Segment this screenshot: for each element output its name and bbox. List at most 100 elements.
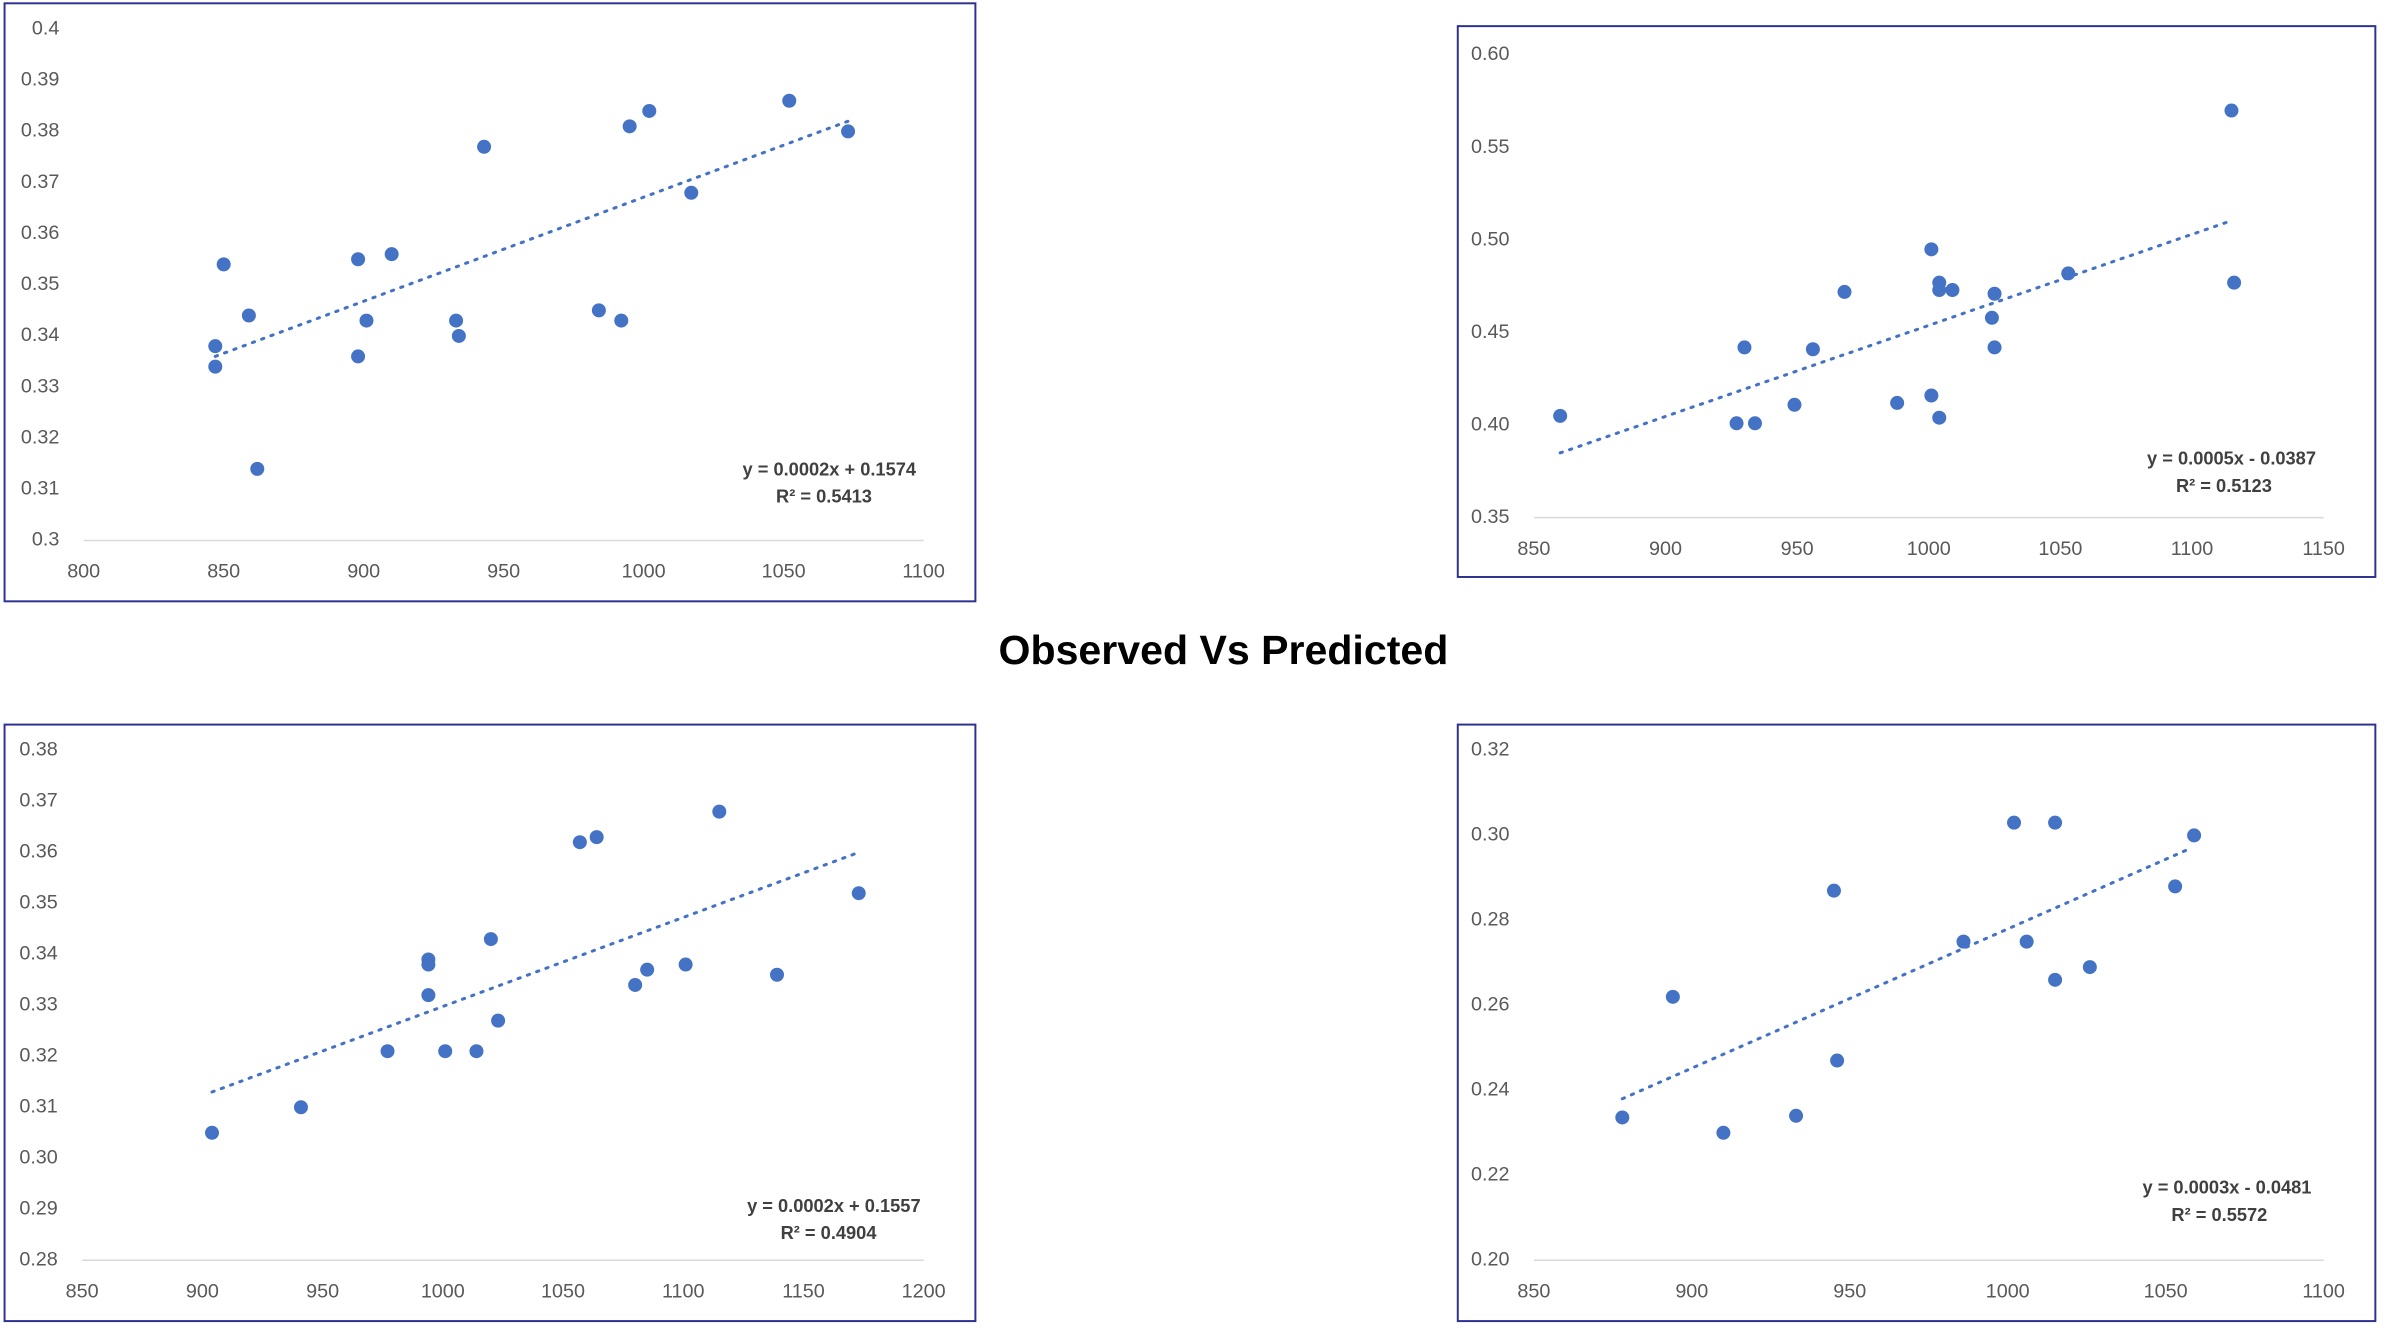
y-tick-label: 0.38 bbox=[19, 739, 57, 761]
x-tick-label: 950 bbox=[306, 1280, 339, 1302]
y-tick-label: 0.39 bbox=[21, 69, 59, 91]
data-point bbox=[1932, 410, 1947, 425]
y-tick-label: 0.26 bbox=[1471, 994, 1509, 1016]
y-tick-label: 0.32 bbox=[19, 1045, 57, 1067]
data-point bbox=[1747, 416, 1762, 431]
data-point bbox=[841, 124, 856, 139]
y-tick-label: 0.40 bbox=[1471, 413, 1509, 435]
x-tick-label: 1050 bbox=[541, 1280, 585, 1302]
y-tick-label: 0.4 bbox=[32, 17, 59, 39]
data-point bbox=[1805, 342, 1820, 357]
y-tick-label: 0.38 bbox=[21, 120, 59, 142]
chart-panel bbox=[1456, 25, 2377, 578]
x-tick-label: 850 bbox=[66, 1280, 99, 1302]
data-point bbox=[1837, 284, 1852, 299]
data-point bbox=[642, 103, 657, 118]
y-tick-label: 0.22 bbox=[1471, 1163, 1509, 1185]
data-point bbox=[614, 313, 629, 328]
data-point bbox=[359, 313, 374, 328]
x-tick-label: 1000 bbox=[1986, 1280, 2030, 1302]
x-tick-label: 1100 bbox=[2302, 1280, 2345, 1302]
y-tick-label: 0.33 bbox=[19, 994, 57, 1016]
data-point bbox=[2227, 275, 2242, 290]
data-point bbox=[421, 957, 436, 972]
data-point bbox=[712, 804, 727, 819]
y-tick-label: 0.30 bbox=[19, 1146, 57, 1168]
trendline bbox=[1558, 220, 2231, 455]
y-tick-label: 0.36 bbox=[19, 841, 57, 863]
data-point bbox=[491, 1013, 506, 1028]
data-point bbox=[469, 1044, 484, 1059]
data-point bbox=[380, 1044, 395, 1059]
data-point bbox=[1830, 1053, 1845, 1068]
data-point bbox=[1789, 1108, 1804, 1123]
data-point bbox=[1987, 286, 2002, 301]
data-point bbox=[1716, 1125, 1731, 1140]
data-point bbox=[351, 349, 366, 364]
data-point bbox=[640, 962, 655, 977]
y-tick-label: 0.36 bbox=[21, 222, 59, 244]
data-point bbox=[1956, 934, 1971, 949]
x-tick-label: 1000 bbox=[421, 1280, 465, 1302]
x-tick-label: 1150 bbox=[782, 1280, 825, 1302]
data-point bbox=[216, 257, 231, 272]
y-tick-label: 0.34 bbox=[19, 943, 57, 965]
x-tick-label: 1000 bbox=[1907, 538, 1951, 560]
trend-equation: R² = 0.5413 bbox=[776, 486, 872, 507]
y-tick-label: 0.50 bbox=[1471, 228, 1509, 250]
data-point bbox=[1932, 283, 1947, 298]
y-tick-label: 0.35 bbox=[21, 273, 59, 295]
trend-equation: y = 0.0005x - 0.0387 bbox=[2147, 448, 2316, 469]
x-tick-label: 1050 bbox=[2144, 1280, 2188, 1302]
data-point bbox=[2048, 815, 2063, 830]
chart-panel bbox=[3, 723, 977, 1323]
y-tick-label: 0.45 bbox=[1471, 321, 1509, 343]
data-point bbox=[2007, 815, 2022, 830]
data-point bbox=[351, 252, 366, 267]
data-point bbox=[250, 461, 265, 476]
data-point bbox=[421, 988, 436, 1003]
x-tick-label: 1100 bbox=[2171, 538, 2214, 560]
trendline bbox=[1620, 846, 2193, 1101]
data-point bbox=[477, 139, 492, 154]
y-tick-label: 0.3 bbox=[32, 529, 59, 551]
trend-equation: R² = 0.5572 bbox=[2171, 1204, 2267, 1225]
x-tick-label: 1050 bbox=[2038, 538, 2082, 560]
y-tick-label: 0.31 bbox=[19, 1096, 57, 1118]
data-point bbox=[451, 328, 466, 343]
data-point bbox=[241, 308, 256, 323]
x-tick-label: 900 bbox=[186, 1280, 219, 1302]
data-point bbox=[384, 247, 399, 262]
data-point bbox=[2082, 960, 2097, 975]
trendline bbox=[213, 119, 850, 358]
x-tick-label: 1100 bbox=[662, 1280, 705, 1302]
data-point bbox=[208, 359, 223, 374]
chart-panel bbox=[3, 2, 977, 603]
y-tick-label: 0.24 bbox=[1471, 1079, 1509, 1101]
y-tick-label: 0.35 bbox=[1471, 506, 1509, 528]
data-point bbox=[1826, 883, 1841, 898]
x-tick-label: 950 bbox=[487, 561, 520, 583]
x-tick-label: 900 bbox=[347, 561, 380, 583]
page-title: Observed Vs Predicted bbox=[999, 627, 1449, 673]
y-tick-label: 0.28 bbox=[1471, 909, 1509, 931]
x-tick-label: 1150 bbox=[2302, 538, 2345, 560]
y-tick-label: 0.30 bbox=[1471, 824, 1509, 846]
data-point bbox=[2224, 103, 2239, 118]
x-tick-label: 950 bbox=[1833, 1280, 1866, 1302]
x-tick-label: 850 bbox=[1517, 1280, 1550, 1302]
x-tick-label: 950 bbox=[1781, 538, 1814, 560]
data-point bbox=[1737, 340, 1752, 355]
y-tick-label: 0.20 bbox=[1471, 1248, 1509, 1270]
y-tick-label: 0.33 bbox=[21, 375, 59, 397]
x-tick-label: 1200 bbox=[902, 1280, 946, 1302]
data-point bbox=[205, 1125, 220, 1140]
trend-equation: R² = 0.4904 bbox=[781, 1222, 878, 1243]
data-point bbox=[1987, 340, 2002, 355]
data-point bbox=[208, 339, 223, 354]
data-point bbox=[483, 932, 498, 947]
y-tick-label: 0.28 bbox=[19, 1248, 57, 1270]
y-tick-label: 0.37 bbox=[21, 171, 59, 193]
chart-panel bbox=[1456, 723, 2377, 1323]
